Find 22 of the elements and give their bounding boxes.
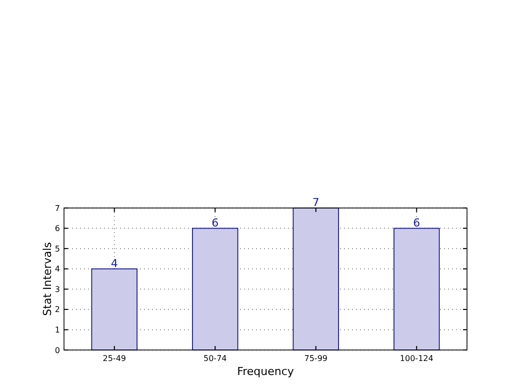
y-tick-label: 3	[54, 284, 60, 294]
data-label: 4	[110, 256, 118, 270]
x-axis-title: Frequency	[237, 365, 294, 378]
x-tick-label: 25-49	[102, 354, 126, 363]
bar	[91, 268, 138, 350]
x-tick-label: 75-99	[304, 354, 328, 363]
x-tick-label: 100-124	[400, 354, 434, 363]
data-label: 6	[212, 216, 219, 230]
y-tick-label: 0	[54, 346, 60, 355]
y-tick-label: 5	[54, 244, 60, 254]
y-tick-label: 2	[54, 305, 60, 314]
y-tick-label: 6	[54, 224, 60, 234]
y-axis-title: Stat Intervals	[41, 242, 54, 316]
y-tick-label: 1	[54, 326, 60, 335]
bar	[292, 208, 339, 350]
bar	[192, 228, 238, 350]
data-label: 6	[413, 216, 420, 230]
x-tick-label: 50-74	[204, 354, 227, 363]
bar	[394, 228, 440, 350]
data-label: 7	[312, 196, 320, 209]
y-tick-label: 7	[54, 204, 60, 213]
y-tick-label: 4	[54, 264, 60, 274]
